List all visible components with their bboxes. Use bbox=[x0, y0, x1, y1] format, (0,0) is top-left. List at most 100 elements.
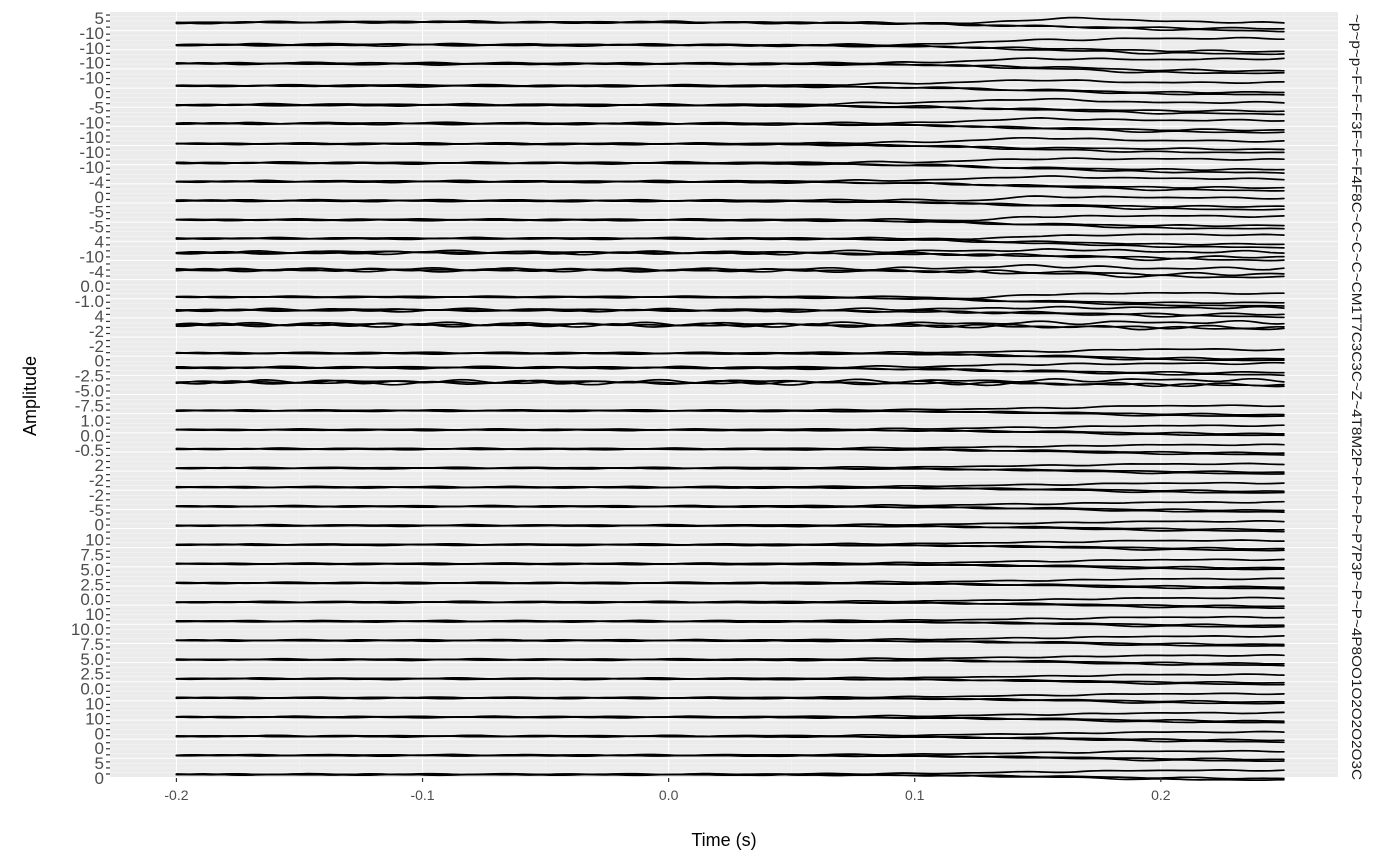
y-tick-label: -10 bbox=[79, 69, 104, 88]
series-line bbox=[175, 696, 1285, 705]
series-line bbox=[175, 466, 1285, 475]
y-tick-label: 0 bbox=[95, 739, 104, 758]
y-tick-label: 1.0 bbox=[80, 411, 104, 430]
series-line bbox=[175, 379, 1285, 388]
y-tick-label: 5.0 bbox=[80, 650, 104, 669]
y-tick-label: -2 bbox=[89, 471, 104, 490]
y-tick-label: 10.0 bbox=[71, 620, 104, 639]
y-tick-label: -5 bbox=[89, 203, 104, 222]
y-tick-label: 0.0 bbox=[80, 680, 104, 699]
y-tick-label: 2 bbox=[95, 456, 104, 475]
y-tick-label: 10 bbox=[85, 531, 104, 550]
y-tick-label: -10 bbox=[79, 143, 104, 162]
series-line bbox=[175, 103, 1285, 116]
series-line bbox=[175, 351, 1285, 362]
series-line bbox=[175, 639, 1285, 647]
y-tick-label: 2.5 bbox=[80, 575, 104, 594]
series-line bbox=[175, 773, 1285, 781]
y-tick-label: 0 bbox=[95, 188, 104, 207]
y-tick-label: 4 bbox=[95, 307, 104, 326]
series-line bbox=[175, 121, 1285, 134]
facet-label-column: ~p~p~p~F~F~F3F~F~F4F8C~C~C~C~CM1T7C3C3C~… bbox=[1349, 14, 1365, 780]
y-tick-label: 5.0 bbox=[80, 560, 104, 579]
y-tick-label: -7.5 bbox=[75, 396, 104, 415]
series-line bbox=[175, 524, 1285, 533]
series-line bbox=[175, 365, 1285, 377]
y-tick-label: 2.5 bbox=[80, 665, 104, 684]
y-tick-label: 0.0 bbox=[80, 426, 104, 445]
y-tick-label: 7.5 bbox=[80, 635, 104, 654]
series-line bbox=[175, 562, 1285, 571]
x-tick-label: -0.1 bbox=[410, 787, 434, 803]
series-line bbox=[175, 504, 1285, 513]
y-axis-ticks: 5-10-10-10-100-5-10-10-10-10-40-5-54-10-… bbox=[71, 9, 110, 788]
y-tick-label: -4 bbox=[89, 173, 104, 192]
series-line bbox=[175, 199, 1285, 211]
y-tick-label: -10 bbox=[79, 39, 104, 58]
series-line bbox=[175, 409, 1285, 418]
y-tick-label: 4 bbox=[95, 233, 104, 252]
series-line bbox=[175, 20, 1285, 33]
series-line bbox=[175, 600, 1285, 610]
x-tick-label: 0.2 bbox=[1151, 787, 1171, 803]
series-line bbox=[175, 61, 1285, 75]
y-tick-label: 10 bbox=[85, 709, 104, 728]
y-tick-label: 7.5 bbox=[80, 545, 104, 564]
y-tick-label: 0 bbox=[95, 84, 104, 103]
y-tick-label: 0 bbox=[95, 769, 104, 788]
series-line bbox=[175, 658, 1285, 667]
y-tick-label: 10 bbox=[85, 605, 104, 624]
y-tick-label: -10 bbox=[79, 54, 104, 73]
y-tick-label: -10 bbox=[79, 24, 104, 43]
y-tick-label: 0.0 bbox=[80, 590, 104, 609]
x-axis-title: Time (s) bbox=[691, 830, 756, 850]
series-lines bbox=[175, 16, 1285, 781]
series-line bbox=[175, 734, 1285, 744]
y-tick-label: 5 bbox=[95, 754, 104, 773]
y-tick-label: -2 bbox=[89, 337, 104, 356]
y-tick-label: 10 bbox=[85, 694, 104, 713]
y-tick-label: 0 bbox=[95, 352, 104, 371]
facet-labels: ~p~p~p~F~F~F3F~F~F4F8C~C~C~C~CM1T7C3C3C~… bbox=[1349, 14, 1365, 780]
y-tick-label: -10 bbox=[79, 247, 104, 266]
series-line bbox=[175, 42, 1285, 56]
series-line bbox=[175, 161, 1285, 174]
series-line bbox=[175, 677, 1285, 686]
series-line bbox=[175, 267, 1285, 279]
series-line bbox=[175, 753, 1285, 763]
series-line bbox=[175, 179, 1285, 192]
series-line bbox=[175, 267, 1285, 277]
series-line bbox=[175, 322, 1285, 331]
y-tick-label: 5 bbox=[95, 9, 104, 28]
series-line bbox=[175, 248, 1285, 255]
x-tick-label: 0.0 bbox=[659, 787, 679, 803]
y-tick-label: -10 bbox=[79, 128, 104, 147]
series-line bbox=[175, 319, 1285, 327]
series-line bbox=[175, 619, 1285, 628]
y-tick-label: 0.0 bbox=[80, 277, 104, 296]
series-line bbox=[175, 447, 1285, 456]
x-tick-label: 0.1 bbox=[905, 787, 925, 803]
series-line bbox=[175, 543, 1285, 552]
y-tick-label: 0 bbox=[95, 516, 104, 535]
series-line bbox=[175, 581, 1285, 590]
x-axis: -0.2 -0.1 0.0 0.1 0.2 bbox=[164, 778, 1171, 803]
y-tick-label: -2 bbox=[89, 322, 104, 341]
y-tick-label: -4 bbox=[89, 262, 104, 281]
y-axis-title: Amplitude bbox=[20, 356, 40, 436]
series-line bbox=[175, 295, 1285, 307]
series-line bbox=[175, 308, 1285, 319]
y-tick-label: -5.0 bbox=[75, 382, 104, 401]
series-line bbox=[175, 218, 1285, 230]
y-tick-label: -2.5 bbox=[75, 367, 104, 386]
series-line bbox=[175, 715, 1285, 724]
y-tick-label: -5 bbox=[89, 501, 104, 520]
y-tick-label: -10 bbox=[79, 158, 104, 177]
y-tick-label: -1.0 bbox=[75, 292, 104, 311]
y-tick-label: -5 bbox=[89, 218, 104, 237]
series-line bbox=[175, 428, 1285, 437]
series-line bbox=[175, 485, 1285, 494]
y-tick-label: -2 bbox=[89, 486, 104, 505]
series-line bbox=[175, 250, 1285, 262]
